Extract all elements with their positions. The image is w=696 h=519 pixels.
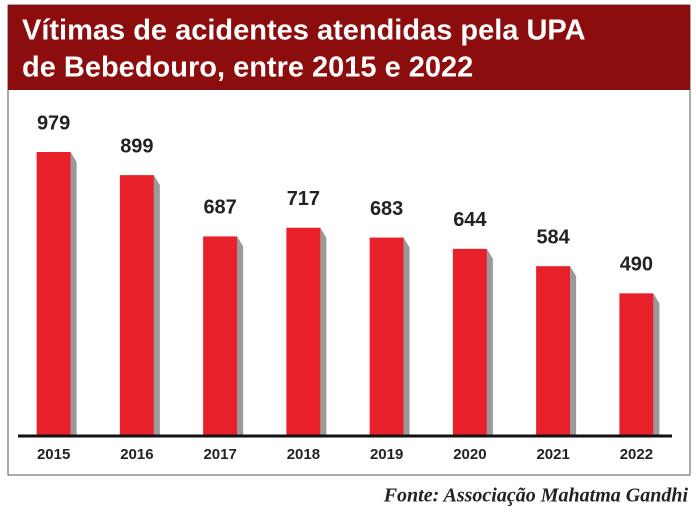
bar-shadow: [486, 248, 493, 435]
x-tick-label: 2021: [536, 446, 569, 463]
x-tick-label: 2017: [203, 446, 236, 463]
bar: [36, 152, 71, 435]
chart-title: Vítimas de acidentes atendidas pela UPA: [22, 15, 586, 47]
x-tick-label: 2018: [287, 446, 320, 463]
x-tick-label: 2022: [620, 446, 653, 463]
bar-shadow: [403, 237, 410, 435]
x-tick-label: 2015: [37, 446, 70, 463]
value-label: 490: [620, 254, 653, 276]
bar: [286, 227, 321, 435]
bar: [452, 248, 487, 435]
bar-shadow: [153, 175, 160, 435]
value-label: 584: [536, 226, 570, 248]
source: Fonte: Associação Mahatma Gandhi: [383, 485, 689, 507]
value-label: 644: [453, 209, 487, 231]
bar-shadow: [570, 266, 577, 435]
value-label: 717: [287, 188, 320, 210]
bar-shadow: [237, 236, 244, 435]
bar: [369, 237, 404, 435]
x-tick-label: 2019: [370, 446, 403, 463]
x-tick-label: 2016: [120, 446, 153, 463]
x-tick-label: 2020: [453, 446, 486, 463]
value-label: 687: [203, 197, 236, 219]
bar: [619, 293, 654, 435]
bar: [203, 236, 238, 435]
value-label: 979: [37, 112, 70, 134]
value-label: 683: [370, 198, 403, 220]
title-band: [8, 5, 690, 90]
bar-shadow: [653, 293, 660, 435]
bar: [119, 175, 154, 435]
bar: [536, 266, 571, 435]
bar-shadow: [70, 152, 77, 435]
value-label: 899: [120, 135, 153, 157]
bar-shadow: [320, 227, 327, 435]
chart-title: de Bebedouro, entre 2015 e 2022: [22, 52, 473, 84]
